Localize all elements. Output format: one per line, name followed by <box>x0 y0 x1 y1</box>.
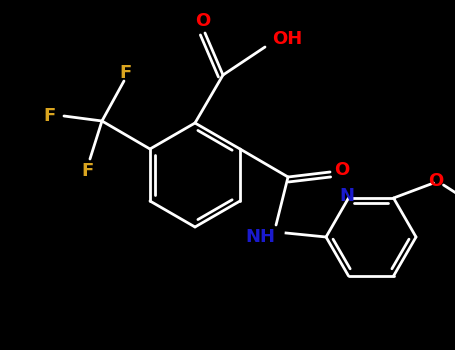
Text: F: F <box>44 107 56 125</box>
Text: F: F <box>120 64 132 82</box>
Text: NH: NH <box>245 228 275 246</box>
Text: OH: OH <box>272 30 302 48</box>
Text: O: O <box>428 172 443 190</box>
Text: N: N <box>339 187 354 205</box>
Text: O: O <box>195 12 211 30</box>
Text: F: F <box>82 162 94 180</box>
Text: O: O <box>334 161 349 179</box>
